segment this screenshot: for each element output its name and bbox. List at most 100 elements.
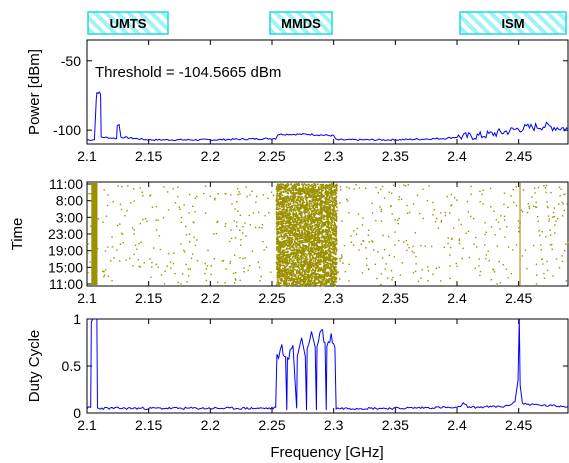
scatter-point [306, 277, 309, 280]
scatter-point [97, 218, 100, 220]
scatter-point [297, 196, 300, 199]
scatter-point [327, 254, 330, 256]
scatter-point [292, 195, 294, 198]
scatter-point [388, 191, 390, 193]
scatter-point [239, 257, 241, 259]
scatter-point [278, 210, 280, 213]
scatter-point [285, 195, 287, 198]
scatter-point [296, 227, 299, 230]
scatter-point [367, 229, 370, 232]
scatter-point [283, 269, 286, 271]
scatter-point [447, 242, 449, 245]
scatter-point [312, 282, 315, 285]
scatter-point [318, 229, 320, 232]
scatter-point [321, 246, 324, 249]
scatter-point [334, 192, 337, 195]
scatter-point [312, 212, 315, 215]
scatter-point [335, 216, 338, 219]
scatter-point [341, 220, 343, 222]
scatter-point [300, 216, 302, 219]
scatter-point [309, 189, 312, 192]
scatter-point [314, 268, 317, 271]
scatter-point [281, 225, 284, 228]
scatter-point [285, 239, 288, 241]
scatter-point [311, 250, 313, 253]
scatter-point [323, 216, 326, 218]
scatter-point [285, 269, 288, 272]
scatter-point [295, 272, 298, 275]
scatter-point [555, 220, 557, 222]
scatter-point [328, 186, 330, 188]
scatter-point [303, 218, 305, 221]
scatter-point [315, 199, 317, 202]
scatter-point [335, 281, 337, 283]
scatter-point [533, 244, 535, 247]
scatter-point [324, 246, 327, 249]
scatter-point [264, 215, 266, 217]
scatter-point [325, 231, 328, 233]
scatter-point [311, 273, 314, 275]
scatter-point [102, 270, 104, 273]
scatter-point [293, 224, 295, 226]
scatter-point [324, 281, 327, 284]
scatter-point [276, 230, 278, 233]
scatter-point [304, 271, 307, 274]
scatter-point [142, 195, 144, 197]
scatter-point [290, 210, 292, 213]
scatter-point [277, 232, 280, 235]
scatter-point [322, 258, 325, 260]
scatter-point [323, 267, 325, 269]
scatter-point [348, 212, 350, 214]
scatter-point [305, 196, 307, 198]
x-tick-label: 2.35 [382, 148, 409, 164]
scatter-point [239, 279, 241, 282]
scatter-point [518, 227, 520, 229]
scatter-point [301, 232, 303, 235]
scatter-point [240, 238, 242, 241]
scatter-point [297, 192, 299, 195]
duty-y-axis-label: Duty Cycle [26, 330, 43, 403]
scatter-point [276, 239, 278, 241]
scatter-point [304, 239, 307, 242]
scatter-point [315, 267, 318, 269]
scatter-point [297, 282, 300, 285]
scatter-point [297, 219, 299, 222]
scatter-point [317, 190, 319, 193]
scatter-point [301, 237, 304, 239]
scatter-point [276, 274, 279, 277]
scatter-point [280, 188, 282, 191]
scatter-point [318, 232, 320, 235]
scatter-point [281, 187, 283, 190]
x-tick-label: 2.1 [77, 290, 97, 306]
scatter-point [185, 225, 187, 228]
scatter-point [306, 224, 308, 227]
scatter-point [289, 284, 291, 287]
scatter-point [326, 225, 328, 228]
scatter-point [320, 277, 322, 280]
scatter-point [328, 259, 331, 262]
scatter-point [449, 246, 452, 249]
scatter-point [317, 284, 320, 287]
scatter-point [334, 224, 337, 227]
scatter-point [315, 191, 318, 193]
scatter-point [297, 270, 299, 272]
scatter-point [330, 236, 333, 239]
scatter-point [187, 275, 190, 277]
scatter-point [327, 223, 330, 225]
scatter-point [289, 223, 292, 226]
scatter-point [308, 190, 310, 193]
scatter-point [315, 202, 317, 205]
scatter-point [295, 191, 297, 194]
x-tick-label: 2.3 [324, 417, 344, 433]
scatter-point [320, 218, 323, 221]
scatter-point [321, 232, 323, 234]
scatter-point [318, 223, 320, 226]
scatter-point [322, 183, 325, 186]
scatter-point [479, 274, 481, 277]
scatter-point [306, 239, 308, 242]
scatter-point [322, 189, 325, 192]
scatter-point [295, 204, 298, 207]
scatter-point [287, 253, 290, 256]
scatter-point [362, 217, 364, 219]
scatter-point [297, 203, 299, 206]
